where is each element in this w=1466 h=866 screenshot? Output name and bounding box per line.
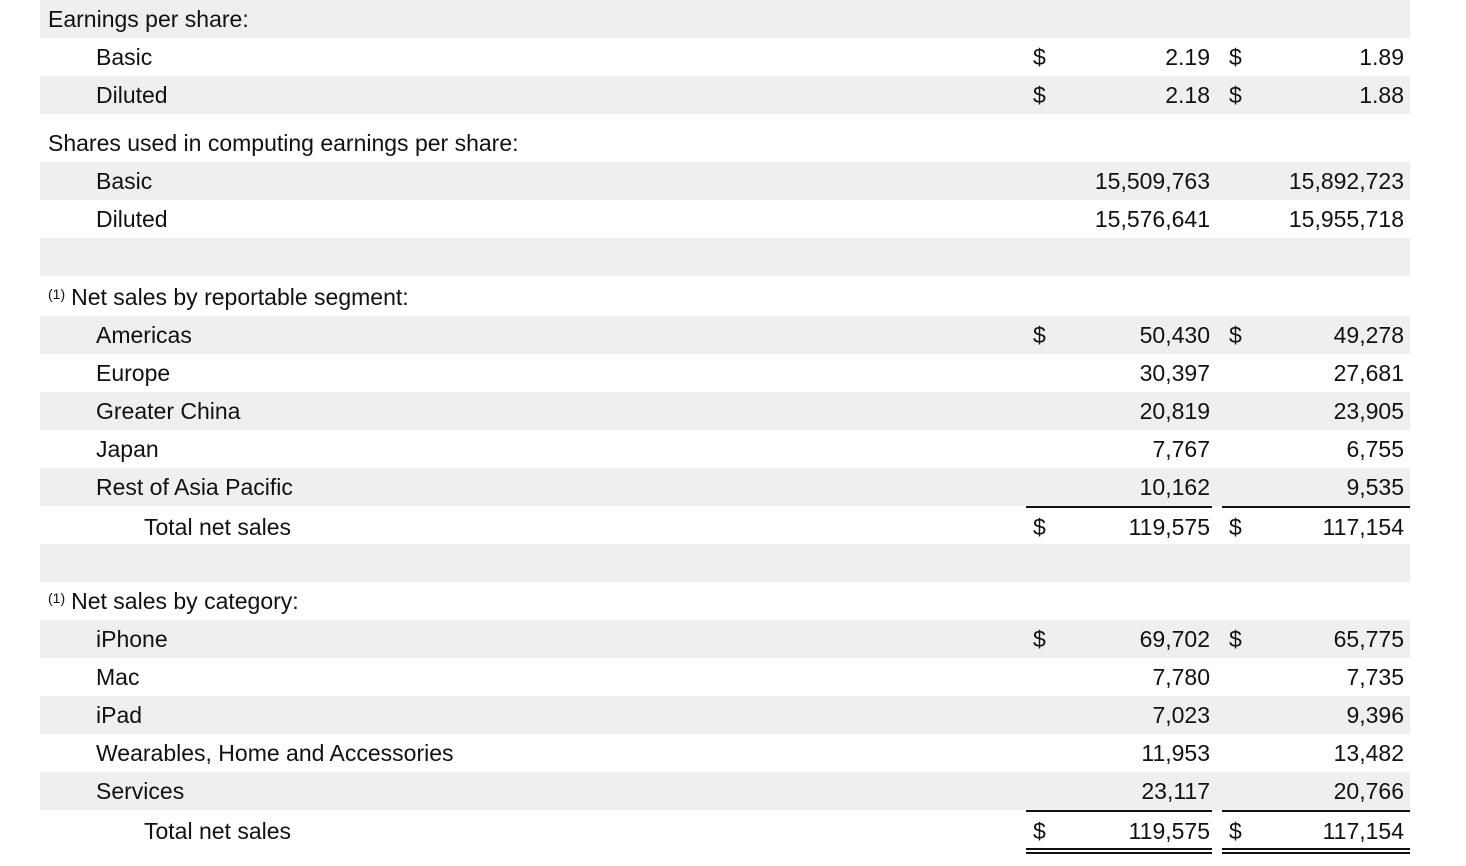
row-label: Wearables, Home and Accessories <box>96 740 454 766</box>
value-col1: 7,767 <box>1152 436 1210 462</box>
footnote-marker: (1) <box>48 590 66 606</box>
row-label: Basic <box>96 44 153 70</box>
value-col1: 15,576,641 <box>1094 206 1210 232</box>
segment-row-japan: Japan 7,767 6,755 <box>40 430 1410 468</box>
value-col2: 7,735 <box>1346 664 1404 690</box>
currency-symbol: $ <box>1229 818 1242 844</box>
subtotal-rule <box>1222 506 1410 508</box>
subtotal-rule <box>1222 810 1410 812</box>
value-col2: 9,535 <box>1346 474 1404 500</box>
value-col1: 11,953 <box>1141 740 1210 766</box>
segment-header: (1) Net sales by reportable segment: <box>48 278 409 319</box>
row-label: Basic <box>96 168 153 194</box>
value-col2: 20,766 <box>1333 778 1404 804</box>
segment-row-rest-of-asia-pacific: Rest of Asia Pacific 10,162 9,535 <box>40 468 1410 506</box>
row-label: Diluted <box>96 206 168 232</box>
eps-header-row: Earnings per share: <box>40 0 1410 38</box>
row-label: iPhone <box>96 626 168 652</box>
row-label: Europe <box>96 360 171 386</box>
value-col2: 1.89 <box>1359 44 1404 70</box>
category-header-row: (1) Net sales by category: <box>40 582 1410 620</box>
shares-basic-row: Basic 15,509,763 15,892,723 <box>40 162 1410 200</box>
value-col2: 15,955,718 <box>1288 206 1404 232</box>
segment-row-greater-china: Greater China 20,819 23,905 <box>40 392 1410 430</box>
spacer-row <box>40 544 1410 582</box>
shares-diluted-row: Diluted 15,576,641 15,955,718 <box>40 200 1410 238</box>
row-label: Japan <box>96 436 159 462</box>
row-label: Total net sales <box>144 818 292 844</box>
value-col1: 2.19 <box>1165 44 1210 70</box>
category-header-text: Net sales by category: <box>71 588 299 614</box>
segment-header-row: (1) Net sales by reportable segment: <box>40 278 1410 316</box>
value-col1: 20,819 <box>1139 398 1210 424</box>
currency-symbol: $ <box>1033 818 1046 844</box>
category-row-mac: Mac 7,780 7,735 <box>40 658 1410 696</box>
row-label: Services <box>96 778 185 804</box>
total-double-rule <box>1026 848 1212 854</box>
currency-symbol: $ <box>1229 626 1242 652</box>
segment-row-europe: Europe 30,397 27,681 <box>40 354 1410 392</box>
value-col2: 1.88 <box>1359 82 1404 108</box>
subtotal-rule <box>1026 810 1212 812</box>
currency-symbol: $ <box>1033 44 1046 70</box>
currency-symbol: $ <box>1229 322 1242 348</box>
value-col2: 117,154 <box>1322 514 1404 540</box>
eps-diluted-row: Diluted $ 2.18 $ 1.88 <box>40 76 1410 114</box>
category-header: (1) Net sales by category: <box>48 582 299 623</box>
currency-symbol: $ <box>1229 44 1242 70</box>
footnote-marker: (1) <box>48 286 66 302</box>
eps-header: Earnings per share: <box>48 6 249 32</box>
subtotal-rule <box>1026 506 1212 508</box>
row-label: iPad <box>96 702 143 728</box>
segment-row-americas: Americas $ 50,430 $ 49,278 <box>40 316 1410 354</box>
value-col1: 23,117 <box>1141 778 1210 804</box>
value-col1: 7,023 <box>1152 702 1210 728</box>
value-col1: 119,575 <box>1128 818 1210 844</box>
value-col2: 27,681 <box>1333 360 1404 386</box>
value-col1: 119,575 <box>1128 514 1210 540</box>
value-col2: 13,482 <box>1333 740 1404 766</box>
category-total-row: Total net sales $ 119,575 $ 117,154 <box>40 812 1410 850</box>
total-double-rule <box>1222 848 1410 854</box>
shares-header: Shares used in computing earnings per sh… <box>48 130 519 156</box>
category-row-wearables: Wearables, Home and Accessories 11,953 1… <box>40 734 1410 772</box>
currency-symbol: $ <box>1033 82 1046 108</box>
row-label: Diluted <box>96 82 168 108</box>
shares-header-row: Shares used in computing earnings per sh… <box>40 124 1410 162</box>
value-col1: 69,702 <box>1139 626 1210 652</box>
row-label: Americas <box>96 322 192 348</box>
row-label: Greater China <box>96 398 241 424</box>
value-col2: 15,892,723 <box>1288 168 1404 194</box>
value-col2: 65,775 <box>1333 626 1404 652</box>
currency-symbol: $ <box>1229 514 1242 540</box>
value-col1: 10,162 <box>1139 474 1210 500</box>
segment-header-text: Net sales by reportable segment: <box>71 284 409 310</box>
segment-total-row: Total net sales $ 119,575 $ 117,154 <box>40 508 1410 546</box>
spacer-row <box>40 238 1410 276</box>
value-col1: 30,397 <box>1139 360 1210 386</box>
category-row-services: Services 23,117 20,766 <box>40 772 1410 810</box>
value-col2: 6,755 <box>1346 436 1404 462</box>
row-label: Total net sales <box>144 514 292 540</box>
value-col1: 15,509,763 <box>1094 168 1210 194</box>
value-col2: 49,278 <box>1333 322 1404 348</box>
eps-basic-row: Basic $ 2.19 $ 1.89 <box>40 38 1410 76</box>
value-col1: 2.18 <box>1165 82 1210 108</box>
currency-symbol: $ <box>1033 626 1046 652</box>
currency-symbol: $ <box>1033 322 1046 348</box>
value-col2: 23,905 <box>1333 398 1404 424</box>
row-label: Rest of Asia Pacific <box>96 474 293 500</box>
category-row-iphone: iPhone $ 69,702 $ 65,775 <box>40 620 1410 658</box>
value-col1: 7,780 <box>1152 664 1210 690</box>
currency-symbol: $ <box>1033 514 1046 540</box>
value-col2: 117,154 <box>1322 818 1404 844</box>
value-col2: 9,396 <box>1346 702 1404 728</box>
row-label: Mac <box>96 664 140 690</box>
value-col1: 50,430 <box>1139 322 1210 348</box>
currency-symbol: $ <box>1229 82 1242 108</box>
category-row-ipad: iPad 7,023 9,396 <box>40 696 1410 734</box>
